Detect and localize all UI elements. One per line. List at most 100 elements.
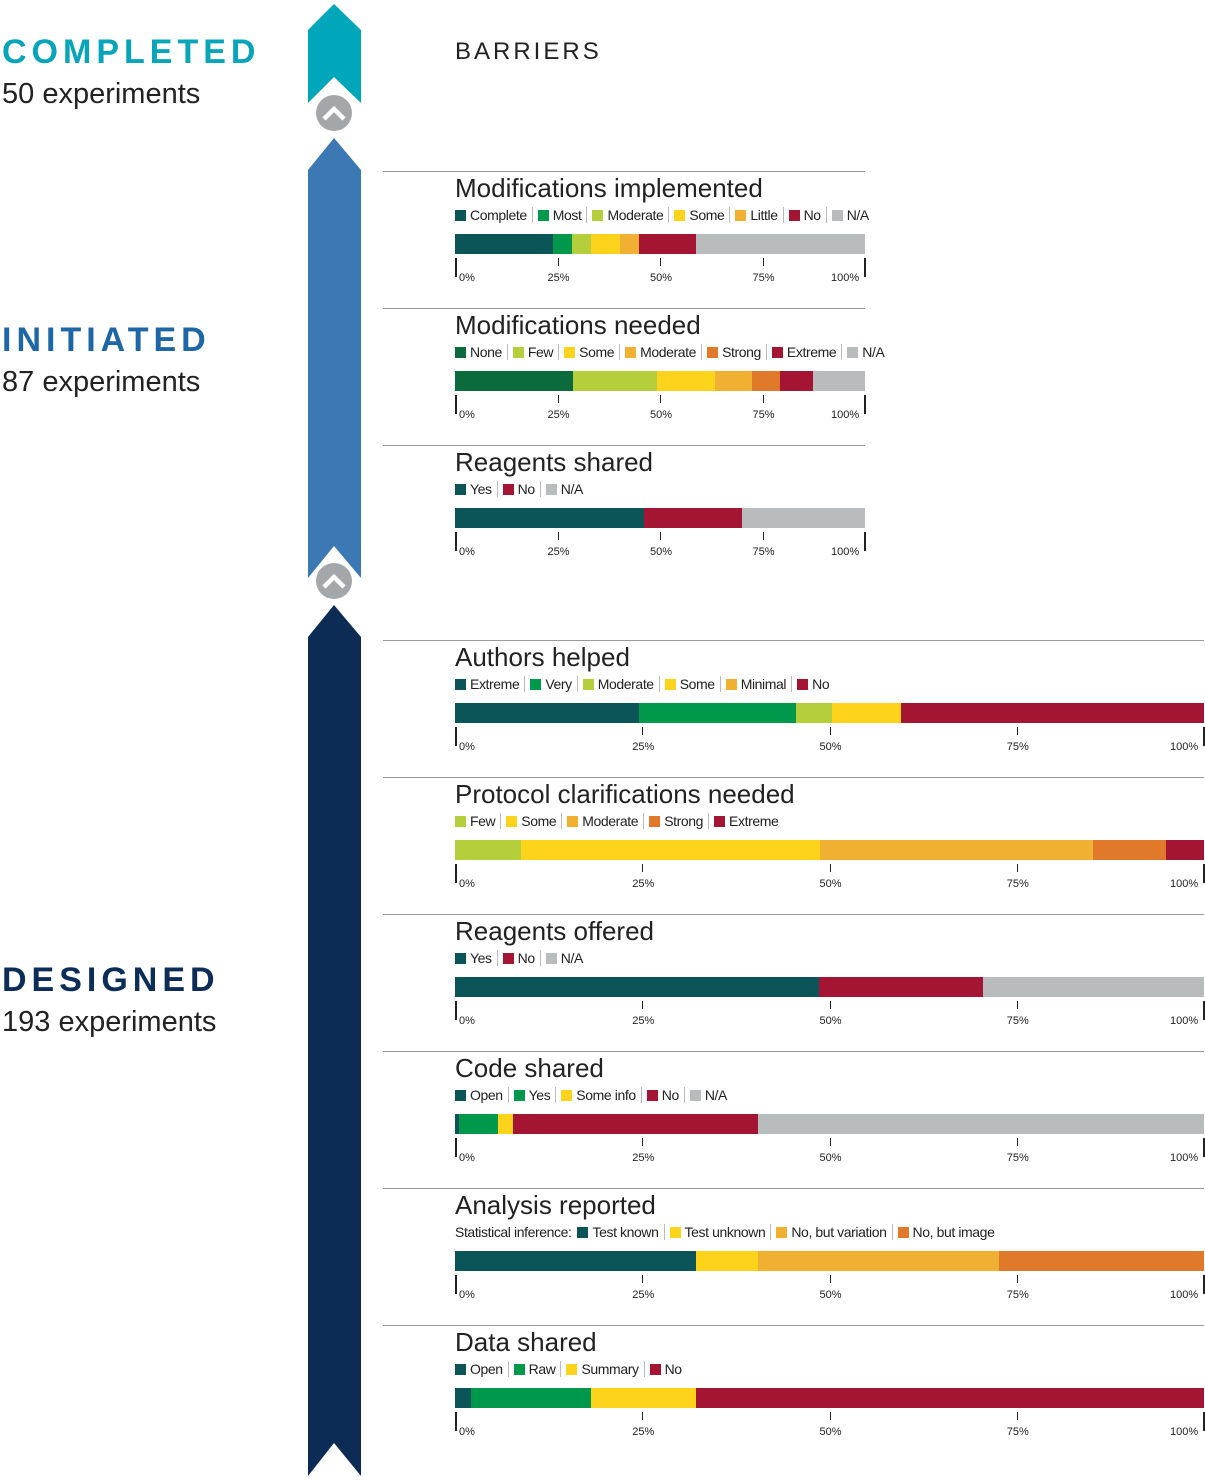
axis-tick	[1203, 1412, 1205, 1431]
axis-tick-label: 100%	[831, 272, 860, 284]
bar-segment-strong	[1093, 840, 1166, 860]
legend-label: Some	[521, 813, 557, 829]
legend-divider	[558, 344, 560, 360]
legend-swatch	[649, 815, 661, 827]
legend-divider	[643, 1361, 645, 1377]
legend-item: N/A	[847, 343, 885, 361]
axis-tick	[642, 1275, 644, 1283]
legend-item: No	[502, 480, 536, 498]
chevron-up-circle-icon	[316, 563, 352, 599]
axis-tick-label: 50%	[650, 409, 673, 421]
axis-tick	[762, 532, 764, 540]
legend-item: Some info	[561, 1086, 636, 1104]
legend-swatch	[506, 815, 518, 827]
legend-item: No	[646, 1086, 679, 1104]
pipeline-arrows	[308, 4, 361, 1476]
axis-tick-label: 100%	[1170, 1015, 1199, 1027]
panel-divider	[383, 640, 1204, 641]
legend-swatch	[788, 209, 800, 221]
axis-tick-label: 100%	[831, 409, 860, 421]
legend-prefix: Statistical inference:	[455, 1224, 572, 1240]
panel-divider	[383, 1051, 1204, 1052]
barriers-heading: BARRIERS	[455, 38, 602, 65]
legend-swatch	[567, 815, 579, 827]
legend-label: N/A	[560, 950, 584, 966]
axis-tick-label: 75%	[752, 272, 775, 284]
legend-item: Little	[735, 206, 778, 224]
legend-divider	[719, 676, 721, 692]
axis-tick-label: 100%	[1170, 1289, 1199, 1301]
legend-swatch	[545, 483, 557, 495]
axis-tick	[455, 1138, 457, 1157]
chart-title: Modifications implemented	[455, 173, 763, 203]
axis-tick-label: 50%	[650, 546, 673, 558]
legend-swatch	[455, 678, 466, 690]
bar-segment-no	[638, 234, 696, 254]
axis-tick	[455, 532, 457, 551]
bar-segment-some	[657, 371, 715, 391]
chart-panel: Data shared Open Raw Summary No 0% 25% 50% 75% 10…	[383, 1325, 1205, 1455]
axis-tick	[1203, 1001, 1205, 1020]
legend-swatch	[649, 1363, 661, 1375]
axis-tick-label: 50%	[819, 741, 842, 753]
legend-swatch	[707, 346, 719, 358]
bar-segment-little	[619, 234, 639, 254]
chart-panel: Reagents shared Yes No N/A 0% 25% 50% 75% 100%	[383, 445, 866, 575]
axis-tick	[864, 258, 866, 277]
bar-segment-test-known	[455, 1251, 697, 1271]
axis-tick-label: 75%	[1006, 878, 1029, 890]
axis-tick	[660, 258, 661, 266]
chart-panel: Modifications implemented Complete Most Mod…	[383, 171, 869, 301]
panel-divider	[383, 308, 865, 309]
bar-segment-moderate	[572, 234, 592, 254]
legend-item: N/A	[545, 949, 584, 967]
axis-tick-label: 50%	[819, 1289, 842, 1301]
legend-divider	[576, 676, 578, 692]
legend-item: None	[455, 343, 502, 361]
legend-swatch	[545, 952, 557, 964]
legend-item: Some	[664, 675, 715, 693]
chart-panel: Protocol clarifications needed Few Some Mod…	[383, 777, 1205, 907]
legend-divider	[891, 1224, 893, 1240]
legend-swatch	[455, 952, 466, 964]
legend-label: Some	[689, 207, 725, 223]
legend-item: Strong	[649, 812, 703, 830]
legend-item: Most	[537, 206, 582, 224]
stacked-bar	[455, 1114, 1204, 1134]
bar-segment-n-a	[695, 234, 865, 254]
legend-swatch	[561, 1089, 573, 1101]
legend-divider	[683, 1087, 685, 1103]
axis-tick-label: 0%	[459, 1015, 475, 1027]
legend-item: Open	[455, 1360, 503, 1378]
legend-swatch	[513, 1363, 525, 1375]
legend-label: N/A	[862, 344, 885, 360]
legend-item: Yes	[455, 480, 492, 498]
axis-tick	[864, 395, 866, 414]
bar-segment-few	[572, 371, 658, 391]
legend-swatch	[455, 209, 466, 221]
axis-tick	[829, 1001, 831, 1009]
axis-tick-label: 25%	[547, 272, 570, 284]
axis-tick	[557, 532, 559, 540]
axis-tick	[660, 395, 661, 403]
bar-segment-yes	[455, 508, 644, 528]
bar-segment-moderate	[714, 371, 752, 391]
bar-segment-some	[591, 234, 620, 254]
legend-label: No, but variation	[791, 1224, 887, 1240]
legend-label: Yes	[528, 1087, 551, 1103]
axis-tick	[642, 1001, 644, 1009]
chart-panel: Reagents offered Yes No N/A 0% 25% 50% 75% 100%	[383, 914, 1205, 1044]
axis-tick-label: 25%	[632, 1289, 655, 1301]
legend-swatch	[689, 1089, 701, 1101]
legend-divider	[496, 950, 498, 966]
axis-tick-label: 0%	[459, 1289, 475, 1301]
bar-segment-open	[455, 1388, 471, 1408]
axis-tick	[1016, 864, 1018, 872]
legend-label: No	[517, 481, 536, 497]
legend-item: Some	[506, 812, 557, 830]
panel-divider	[383, 445, 865, 446]
axis-tick-label: 25%	[547, 546, 570, 558]
stacked-bar	[455, 1388, 1204, 1408]
axis-tick-label: 75%	[752, 409, 775, 421]
legend-divider	[640, 1087, 642, 1103]
